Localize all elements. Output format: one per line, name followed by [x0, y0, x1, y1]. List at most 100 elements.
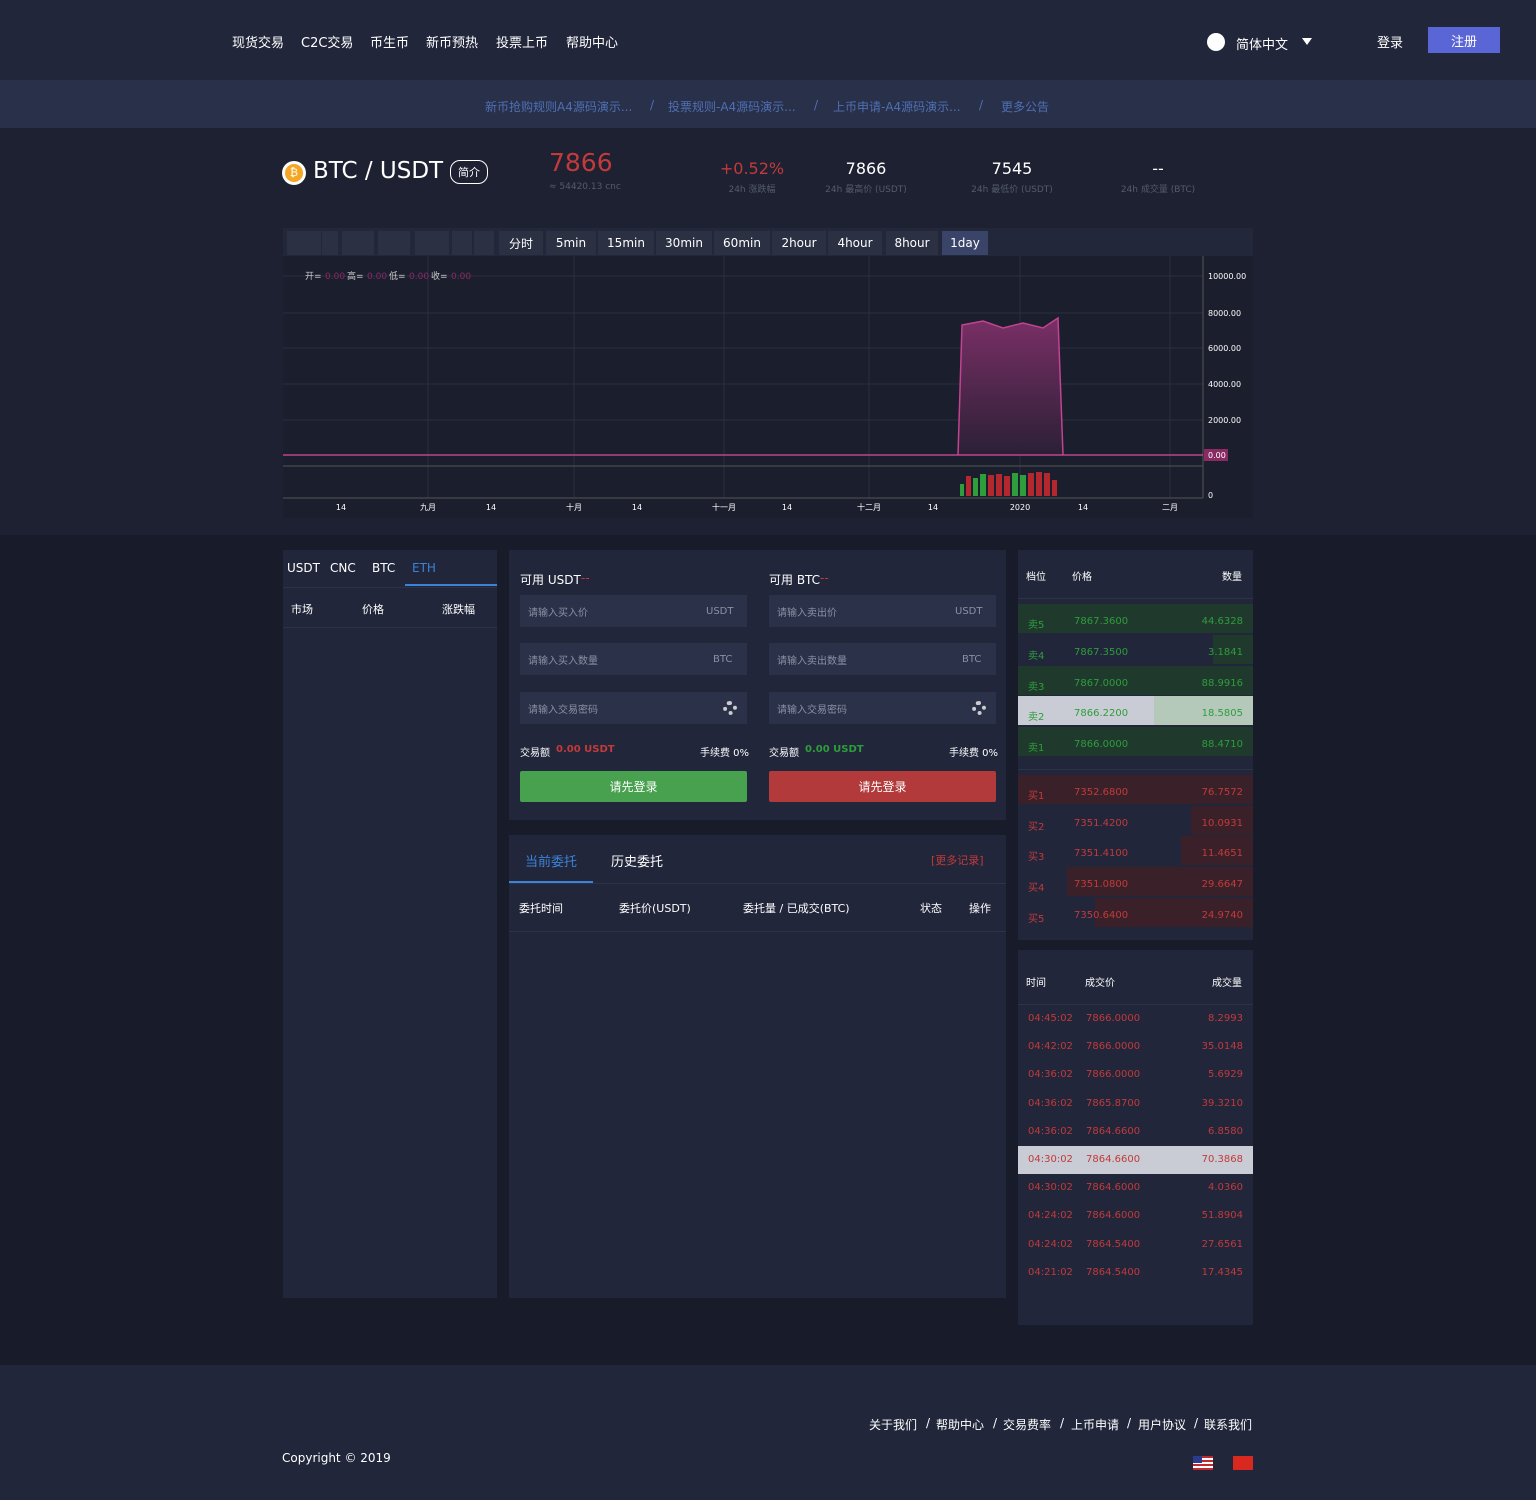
stat-value: 7866	[845, 159, 887, 178]
x-axis-label: 十一月	[712, 502, 736, 512]
order-level: 买1	[1028, 791, 1045, 802]
nav-link[interactable]: 投票上币	[496, 36, 549, 51]
nav-link[interactable]: 帮助中心	[566, 36, 619, 51]
footer-link[interactable]: 关于我们	[869, 1418, 918, 1432]
order-price: 7351.0800	[1074, 879, 1129, 890]
order-price: 7351.4100	[1074, 848, 1129, 859]
submit-button[interactable]: 请先登录	[520, 771, 747, 802]
flag-us[interactable]	[1193, 1456, 1213, 1470]
interval-button[interactable]: 分时	[499, 231, 543, 255]
register-button[interactable]: 注册	[1428, 27, 1500, 53]
order-amount: 24.9740	[1201, 910, 1243, 921]
interval-button[interactable]: 2hour	[772, 231, 826, 255]
x-axis-label: 十二月	[857, 502, 881, 512]
interval-text: 5min	[555, 236, 587, 250]
interval-text: 8hour	[894, 236, 930, 250]
footer-link[interactable]: 联系我们	[1204, 1418, 1253, 1432]
orders-header: 状态	[920, 902, 942, 915]
intro-button[interactable]: 简介	[450, 160, 488, 184]
trade-amount: 17.4345	[1201, 1266, 1243, 1278]
chart-tool-button[interactable]	[452, 231, 472, 255]
notice-link[interactable]: 上币申请-A4源码演示...	[833, 100, 961, 114]
interval-button[interactable]: 8hour	[886, 231, 938, 255]
order-amount: 44.6328	[1201, 616, 1243, 627]
footer-link[interactable]: 交易费率	[1003, 1418, 1052, 1432]
nav-link[interactable]: C2C交易	[301, 36, 354, 51]
order-price: 7866.2200	[1074, 708, 1129, 719]
order-level: 买5	[1028, 914, 1045, 925]
login-link[interactable]: 登录	[1377, 36, 1404, 51]
depth-bar	[1191, 806, 1253, 835]
volume-axis-label: 0	[1208, 491, 1213, 500]
chart-tool-button[interactable]	[415, 231, 449, 255]
orders-tab[interactable]: 历史委托	[611, 855, 664, 870]
trades-header: 成交价	[1085, 978, 1115, 989]
order-amount: 10.0931	[1201, 818, 1243, 829]
more-records[interactable]: [更多记录]	[931, 854, 984, 867]
input-field[interactable]	[769, 692, 996, 724]
order-amount: 88.9916	[1201, 678, 1243, 689]
interval-button[interactable]: 4hour	[828, 231, 882, 255]
interval-button[interactable]: 30min	[656, 231, 712, 255]
interval-button[interactable]: 15min	[598, 231, 654, 255]
input-field[interactable]	[520, 643, 747, 675]
market-tab[interactable]: CNC	[330, 561, 356, 575]
orders-tab-underline	[509, 881, 593, 883]
x-axis-label: 14	[928, 503, 938, 512]
notice-link[interactable]: 投票规则-A4源码演示...	[668, 100, 796, 114]
chart-tool-button[interactable]	[378, 231, 410, 255]
trade-time: 04:36:02	[1028, 1097, 1073, 1109]
chart-tool-button[interactable]	[474, 231, 494, 255]
nav-link[interactable]: 新币预热	[426, 36, 479, 51]
interval-button[interactable]: 1day	[942, 231, 988, 255]
depth-bar	[1095, 898, 1253, 927]
trade-time: 04:36:02	[1028, 1125, 1073, 1137]
price-cnc: ≈ 54420.13 cnc	[549, 182, 621, 192]
chart-tool-button[interactable]	[322, 231, 338, 255]
input-field[interactable]	[520, 692, 747, 724]
nav-link[interactable]: 现货交易	[232, 36, 285, 51]
flag-cn[interactable]	[1233, 1456, 1253, 1470]
interval-text: 30min	[665, 236, 703, 250]
trade-price: 7864.6600	[1086, 1154, 1141, 1165]
input-unit: USDT	[955, 606, 983, 617]
order-amount: 88.4710	[1201, 739, 1243, 750]
orders-tab[interactable]: 当前委托	[525, 855, 578, 870]
input-unit: USDT	[706, 606, 734, 617]
settings-icon[interactable]	[972, 701, 986, 715]
top-nav	[0, 0, 1536, 80]
language-select[interactable]: 简体中文	[1236, 38, 1289, 53]
trade-amount: 35.0148	[1201, 1041, 1243, 1053]
orders-header: 委托时间	[519, 902, 563, 915]
input-field[interactable]	[520, 595, 747, 627]
input-field[interactable]	[769, 595, 996, 627]
market-tab[interactable]: BTC	[372, 561, 396, 575]
trade-price: 7864.5400	[1086, 1238, 1141, 1250]
total-label: 交易额	[520, 748, 550, 759]
interval-button[interactable]: 5min	[546, 231, 596, 255]
market-header: 市场	[291, 603, 313, 616]
available-label: 可用 USDT	[520, 573, 581, 587]
interval-button[interactable]: 60min	[714, 231, 770, 255]
chart-tool-button[interactable]	[342, 231, 374, 255]
market-tab[interactable]: ETH	[412, 561, 436, 575]
footer-separator: /	[1060, 1416, 1065, 1430]
chart-tool-button[interactable]	[287, 231, 321, 255]
market-tab[interactable]: USDT	[287, 561, 320, 575]
footer-link[interactable]: 用户协议	[1138, 1418, 1187, 1432]
orders-header: 委托价(USDT)	[619, 902, 691, 915]
available-label: 可用 BTC	[769, 573, 821, 587]
input-placeholder: 请输入卖出数量	[777, 656, 847, 667]
footer-link[interactable]: 帮助中心	[936, 1418, 985, 1432]
notice-link[interactable]: 更多公告	[1001, 100, 1050, 114]
notice-link[interactable]: 新币抢购规则A4源码演示...	[485, 100, 633, 114]
input-field[interactable]	[769, 643, 996, 675]
footer-link[interactable]: 上币申请	[1071, 1418, 1120, 1432]
depth-bar	[1154, 696, 1253, 725]
submit-button[interactable]: 请先登录	[769, 771, 996, 802]
settings-icon[interactable]	[723, 701, 737, 715]
nav-link[interactable]: 币生币	[370, 36, 410, 51]
depth-bar	[1018, 775, 1253, 804]
order-amount: 11.4651	[1201, 848, 1243, 859]
trade-amount: 27.6561	[1201, 1238, 1243, 1250]
